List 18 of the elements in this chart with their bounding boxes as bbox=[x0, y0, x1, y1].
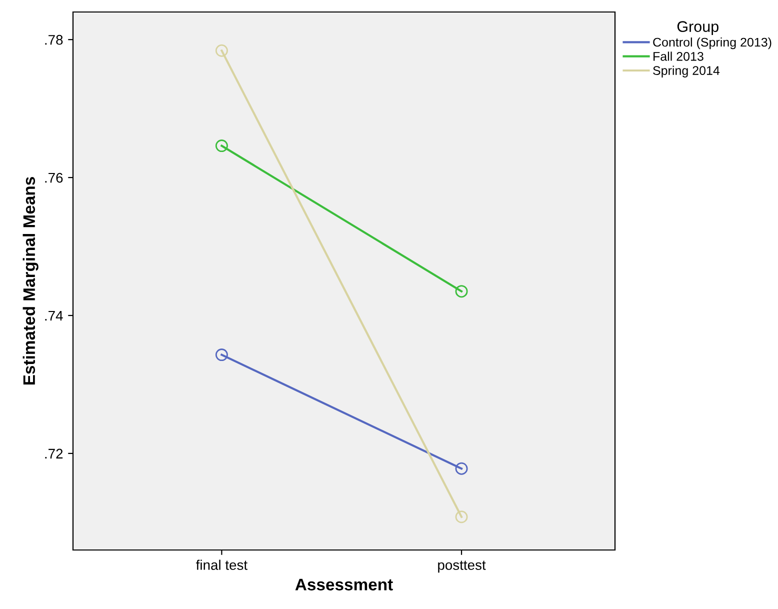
y-tick-label: .76 bbox=[45, 172, 63, 183]
y-tick-label: .72 bbox=[45, 448, 63, 458]
legend-label: Fall 2013 bbox=[654, 52, 704, 61]
x-tick-label: final test bbox=[196, 560, 248, 570]
x-tick-label: posttest bbox=[438, 560, 486, 573]
point bbox=[455, 510, 468, 524]
point bbox=[215, 140, 228, 152]
y-axis-title: Estimated Marginal Means bbox=[22, 177, 38, 385]
point bbox=[215, 44, 228, 57]
point bbox=[215, 348, 228, 362]
point bbox=[455, 285, 468, 298]
legend-label: Control (Spring 2013) bbox=[653, 37, 772, 50]
y-tick-label: .78 bbox=[45, 34, 63, 45]
legend-label: Spring 2014 bbox=[653, 66, 720, 78]
legend-title: Group bbox=[677, 21, 718, 35]
x-axis-title: Assessment bbox=[295, 578, 393, 590]
point bbox=[455, 462, 468, 475]
y-tick-label: .74 bbox=[45, 310, 63, 321]
